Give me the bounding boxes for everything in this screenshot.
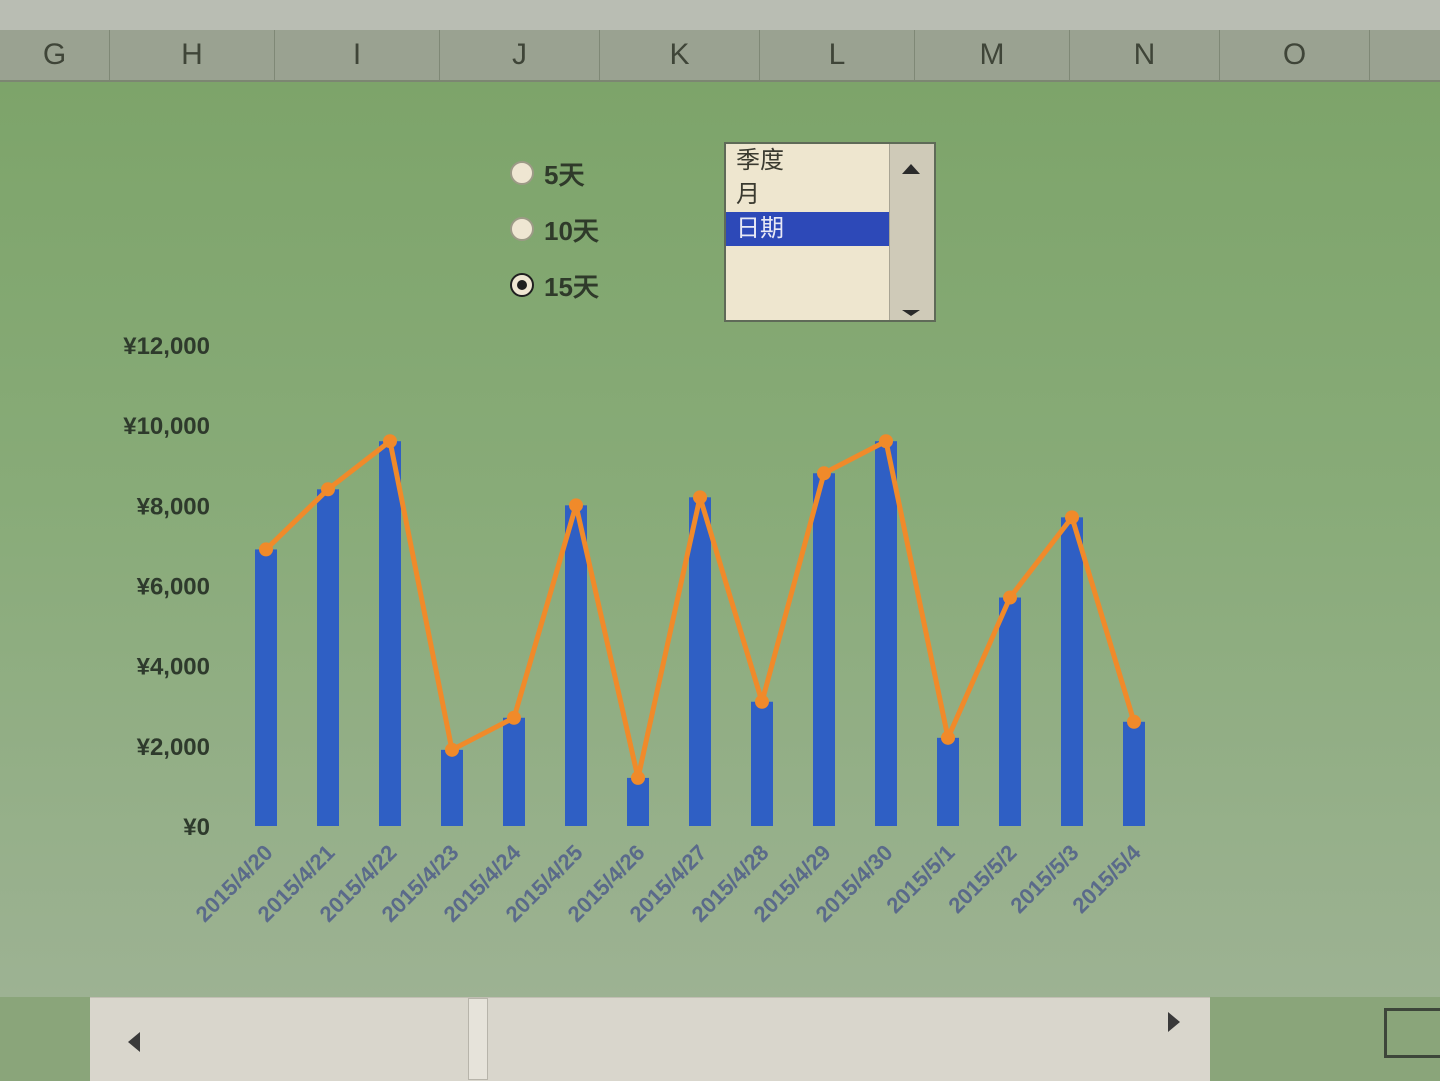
scroll-left-arrow-icon[interactable] [128,1032,140,1052]
radio-option-label: 5天 [544,159,585,190]
line-point [879,434,893,449]
radio-button-icon[interactable] [510,161,534,185]
line-point [755,694,769,709]
y-tick-label: ¥6,000 [137,574,210,601]
horizontal-scrollbar[interactable] [90,997,1210,1081]
column-header-g[interactable]: G [0,30,110,80]
radio-button-icon[interactable] [510,273,534,297]
period-listbox[interactable]: 季度月日期 [724,142,936,322]
scroll-right-arrow-icon[interactable] [1168,1012,1180,1032]
scrollbar-thumb[interactable] [468,998,488,1080]
column-header-o[interactable]: O [1220,30,1370,80]
scroll-down-arrow-icon[interactable] [902,310,920,316]
listbox-item[interactable]: 季度 [736,147,784,174]
radio-button-icon[interactable] [510,217,534,241]
y-tick-label: ¥12,000 [123,333,210,360]
y-tick-label: ¥4,000 [137,654,210,681]
toolbar-strip [0,0,1440,30]
bar [317,489,339,826]
worksheet-area[interactable] [0,82,1440,997]
line-point [817,466,831,481]
y-tick-label: ¥8,000 [137,493,210,520]
column-header-k[interactable]: K [600,30,760,80]
bar [813,473,835,826]
bar [627,777,649,826]
line-point [259,542,273,557]
bar [379,441,401,826]
listbox-scrollbar[interactable] [889,144,934,320]
line-point [693,490,707,505]
bar [1123,721,1145,826]
selected-cell-outline [1384,1008,1440,1058]
bar [999,597,1021,826]
column-header-n[interactable]: N [1070,30,1220,80]
scroll-up-arrow-icon[interactable] [902,164,920,174]
column-header-h[interactable]: H [110,30,275,80]
radio-option-label: 10天 [544,215,599,246]
listbox-item[interactable]: 日期 [726,212,892,246]
x-tick-label: 2015/5/4 [1067,839,1146,918]
line-point [631,770,645,785]
column-header-i[interactable]: I [275,30,440,80]
line-point [383,434,397,449]
bar [689,497,711,826]
line-point [1003,590,1017,605]
bar [503,717,525,826]
y-tick-label: ¥0 [183,814,210,841]
line-point [445,742,459,757]
day-range-radio-group: 5天 10天 15天 [510,145,599,313]
bar [751,701,773,826]
x-tick-label: 2015/5/2 [943,840,1021,918]
line-point [569,498,583,513]
radio-option-0[interactable]: 5天 [510,145,599,201]
bar [875,441,897,826]
radio-option-1[interactable]: 10天 [510,201,599,257]
listbox-items: 季度月日期 [726,144,892,246]
radio-option-2[interactable]: 15天 [510,257,599,313]
column-header-j[interactable]: J [440,30,600,80]
column-header-l[interactable]: L [760,30,915,80]
line-point [941,730,955,745]
line-point [321,482,335,497]
bar [255,549,277,826]
line-point [507,710,521,725]
line-point [1065,510,1079,525]
x-tick-label: 2015/5/3 [1005,840,1083,918]
column-header-m[interactable]: M [915,30,1070,80]
line-point [1127,714,1141,729]
bar [441,749,463,826]
bar [937,737,959,826]
radio-option-label: 15天 [544,271,599,302]
bar [565,505,587,826]
y-tick-label: ¥10,000 [123,413,210,440]
listbox-item[interactable]: 月 [736,181,760,208]
bar [1061,517,1083,826]
x-tick-label: 2015/5/1 [881,840,959,918]
y-tick-label: ¥2,000 [137,734,210,761]
